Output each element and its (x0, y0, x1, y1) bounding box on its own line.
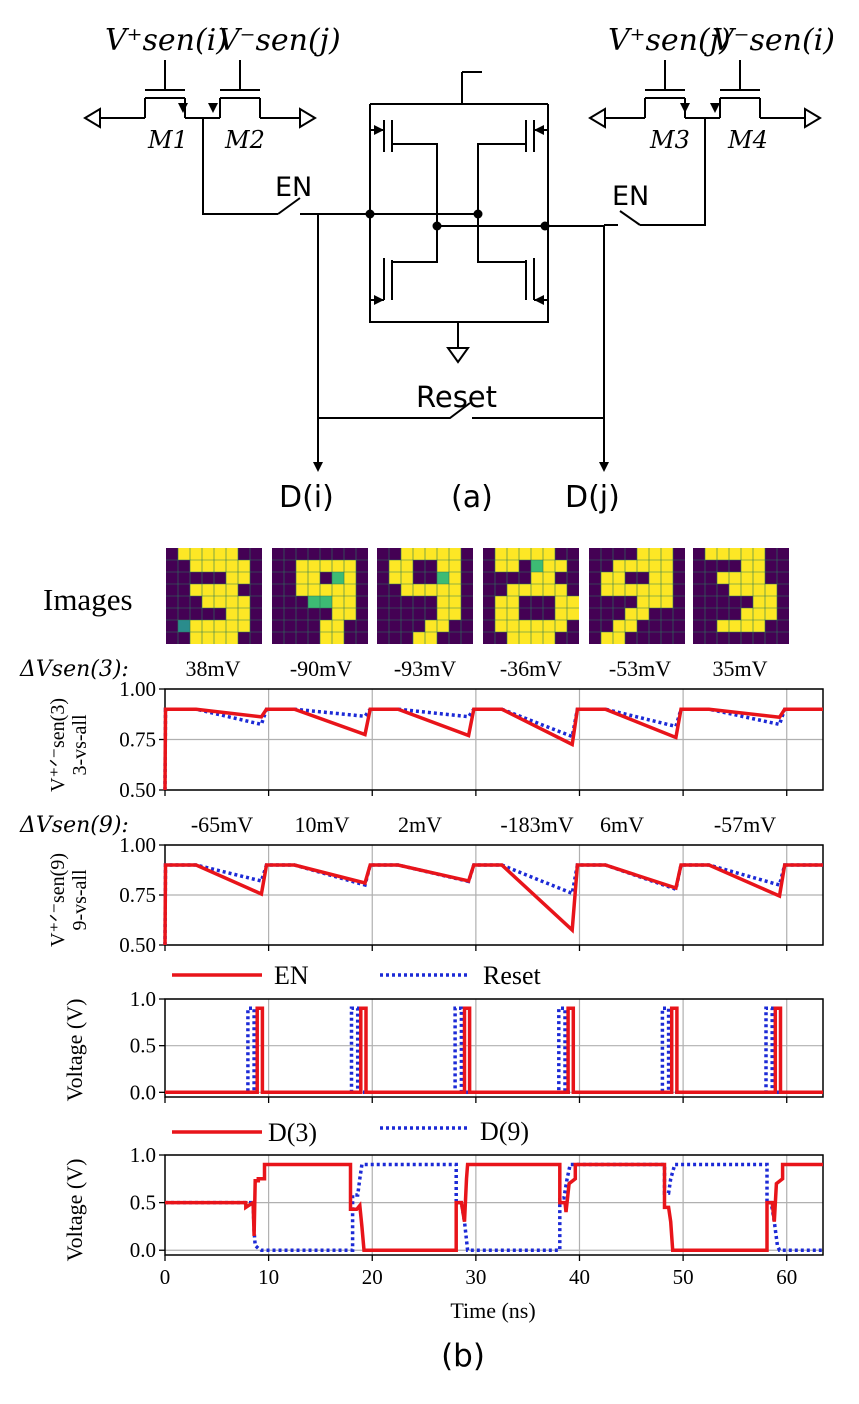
x-tick-label: 40 (569, 1265, 590, 1289)
y-tick-label: 1.00 (119, 833, 156, 857)
y-tick-label: 0.75 (119, 728, 156, 752)
series-v-sen-3- (163, 707, 823, 791)
digit-image-3 (693, 548, 789, 644)
p3-ylabel: Voltage (V) (62, 999, 87, 1102)
delta9-values-item: -57mV (714, 812, 776, 837)
vsen-plus-i-label: V⁺sen(i) (105, 23, 228, 58)
plot-frame (164, 1154, 824, 1256)
delta9-values: -65mV 10mV 2mV -183mV 6mV -57mV (191, 812, 776, 837)
legend-d3-d9: D(3) D(9) (172, 1117, 529, 1147)
plot-panel-2: 0.50 0.75 1.00 (119, 833, 824, 957)
en-left-label: EN (275, 172, 312, 203)
delta9-values-item: 10mV (295, 812, 350, 837)
delta9-values-item: -65mV (191, 812, 253, 837)
series-d-3- (165, 1162, 823, 1252)
delta9-values-item: 2mV (398, 812, 442, 837)
digit-image-9 (377, 548, 473, 644)
delta3-values-item: 35mV (713, 656, 768, 681)
y-tick-label: 0.75 (119, 883, 156, 907)
vsen-minus-j-label: V⁻sen(j) (218, 23, 341, 58)
m2-label: M2 (224, 126, 265, 154)
series-v-sen-3- (163, 707, 823, 791)
y-tick-label: 0.5 (130, 1034, 156, 1058)
plot-panel-1: 0.50 0.75 1.00 (119, 677, 824, 802)
p2-ylabel-bottom: 9-vs-all (69, 869, 91, 931)
images-label: Images (43, 582, 133, 617)
vsen-plus-j-label: V⁺sen(j) (608, 23, 731, 58)
x-tick-label: 30 (465, 1265, 486, 1289)
series-en (165, 1006, 823, 1095)
digit-images (166, 548, 789, 644)
y-tick-label: 0.50 (119, 778, 156, 802)
delta9-values-item: 6mV (600, 812, 644, 837)
y-tick-label: 0.0 (130, 1080, 156, 1104)
series-d-9- (165, 1162, 823, 1252)
plot-frame (164, 998, 824, 1098)
x-axis-label: Time (ns) (450, 1298, 535, 1323)
x-tick-label: 20 (362, 1265, 383, 1289)
plot-panel-4: 0.0 0.5 1.0 0 10 20 30 40 50 60 (130, 1143, 824, 1289)
x-tick-label: 60 (776, 1265, 797, 1289)
y-tick-label: 0.5 (130, 1191, 156, 1215)
p4-ylabel: Voltage (V) (62, 1159, 87, 1262)
circuit-diagram: V⁺sen(i) V⁻sen(j) V⁺sen(j) V⁻sen(i) M1 M… (83, 23, 835, 515)
delta3-values-item: -53mV (609, 656, 671, 681)
m4-label: M4 (727, 126, 768, 154)
delta9-values-item: -183mV (500, 812, 573, 837)
en-right-label: EN (612, 181, 649, 212)
y-tick-label: 0.50 (119, 933, 156, 957)
y-tick-label: 0.0 (130, 1238, 156, 1262)
reset-switch-label: Reset (416, 380, 497, 414)
digit-image-9 (272, 548, 368, 644)
plots: 0.500.751.000.500.751.000.00.51.00.00.51… (119, 677, 824, 1289)
delta3-values-item: -90mV (290, 656, 352, 681)
m1-label: M1 (147, 126, 188, 154)
delta3-values: 38mV -90mV -93mV -36mV -53mV 35mV (186, 656, 768, 681)
y-tick-label: 1.0 (130, 1143, 156, 1167)
output-d-j-label: D(j) (565, 480, 620, 515)
caption-a: (a) (451, 480, 493, 515)
m3-label: M3 (649, 126, 690, 154)
digit-image-3 (483, 548, 579, 644)
delta3-values-item: -36mV (500, 656, 562, 681)
plot-panel-3: 0.0 0.5 1.0 (130, 987, 824, 1104)
p1-ylabel-bottom: 3-vs-all (69, 714, 91, 776)
digit-image-3 (166, 548, 262, 644)
caption-b: (b) (441, 1338, 485, 1374)
delta3-label: ΔVsen(3): (19, 657, 129, 682)
x-tick-label: 10 (258, 1265, 279, 1289)
x-tick-label: 0 (160, 1265, 171, 1289)
vsen-minus-i-label: V⁻sen(i) (712, 23, 835, 58)
legend-en-label: EN (274, 961, 309, 990)
digit-image-9 (589, 548, 685, 644)
y-tick-label: 1.0 (130, 987, 156, 1011)
delta3-values-item: -93mV (394, 656, 456, 681)
series-v-sen-9- (163, 863, 823, 946)
legend-d9-label: D(9) (480, 1117, 529, 1146)
legend-en-reset: EN Reset (172, 961, 542, 990)
p1-ylabel-top: V⁺ᐟ⁻sen(3) (47, 698, 69, 792)
p2-ylabel-top: V⁺ᐟ⁻sen(9) (47, 853, 69, 947)
legend-reset-label: Reset (483, 961, 542, 990)
y-tick-label: 1.00 (119, 677, 156, 701)
legend-d3-label: D(3) (268, 1118, 317, 1147)
delta3-values-item: 38mV (186, 656, 241, 681)
delta9-label: ΔVsen(9): (19, 813, 129, 838)
x-tick-label: 50 (673, 1265, 694, 1289)
output-d-i-label: D(i) (279, 480, 334, 515)
